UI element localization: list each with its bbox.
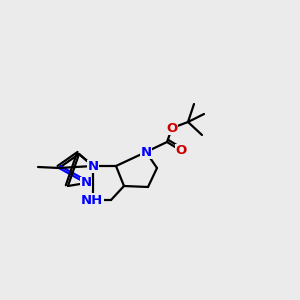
Text: NH: NH — [81, 194, 103, 208]
Text: N: N — [140, 146, 152, 158]
Text: N: N — [87, 160, 99, 172]
Text: O: O — [167, 122, 178, 134]
Text: N: N — [80, 176, 92, 190]
Text: O: O — [176, 143, 187, 157]
